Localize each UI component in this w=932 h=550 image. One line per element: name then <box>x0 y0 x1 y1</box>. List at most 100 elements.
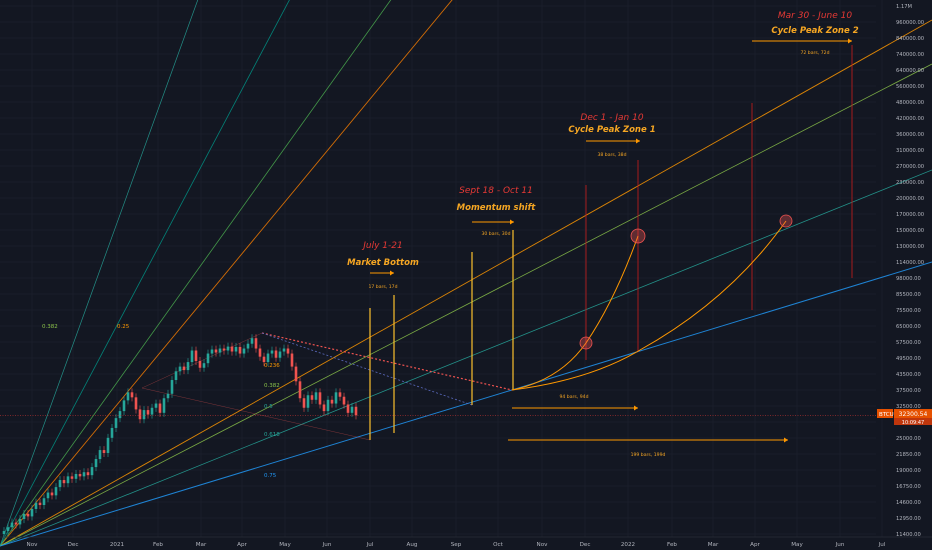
price-tick-label: 130000.00 <box>896 244 924 250</box>
time-tick-label: Aug <box>407 542 418 548</box>
price-tick-label: 11400.00 <box>896 532 921 538</box>
candle-body <box>294 366 298 382</box>
price-tick-label: 14600.00 <box>896 500 921 506</box>
price-tick-label: 19000.00 <box>896 468 921 474</box>
time-tick-label: Apr <box>750 542 760 548</box>
candle-body <box>306 395 310 408</box>
price-tick-label: 16750.00 <box>896 484 921 490</box>
range-arrow-momentum-head <box>510 219 514 225</box>
candle-body <box>326 399 330 412</box>
annotation-date: Mar 30 - June 10 <box>778 11 852 21</box>
candle-body <box>290 353 294 367</box>
wedge-lower-line <box>141 387 371 441</box>
time-tick-label: Dec <box>580 542 591 548</box>
candle-body <box>6 527 10 532</box>
fib-label: 0.5 <box>264 404 273 410</box>
candle-body <box>142 410 146 420</box>
price-tick-label: 114000.00 <box>896 260 924 266</box>
candle-body <box>34 502 38 509</box>
annotation-title: Cycle Peak Zone 2 <box>771 26 858 36</box>
candle-body <box>266 353 270 363</box>
candle-body <box>58 480 62 488</box>
symbol-label: BTCUSD <box>879 412 901 418</box>
candle-body <box>222 348 226 351</box>
time-axis[interactable]: Nov Dec 2021 Feb Mar Apr May Jun Jul Aug Sep Oct Nov… <box>0 536 932 548</box>
last-price-tag: BTCUSD 32300.54 10:09:47 <box>877 409 932 426</box>
target-circle <box>779 214 793 228</box>
candle-body <box>138 409 142 420</box>
price-tick-label: 480000.00 <box>896 100 924 106</box>
time-tick-label: Oct <box>493 542 503 548</box>
candle-body <box>54 487 58 496</box>
candle-body <box>230 346 234 352</box>
annotation-date: Sept 18 - Oct 11 <box>459 186 533 196</box>
fib-label: 0.236 <box>264 363 280 369</box>
time-tick-label: Feb <box>153 542 163 548</box>
candle-body <box>158 403 162 413</box>
candle-body <box>198 360 202 368</box>
symbol-badge <box>877 409 893 418</box>
fan-line-outer-3 <box>0 0 199 547</box>
price-tick-label: 21850.00 <box>896 452 921 458</box>
candle-body <box>38 502 42 506</box>
time-tick-label: Jul <box>366 542 374 548</box>
candle-body <box>146 410 150 415</box>
candle-body <box>70 476 74 479</box>
annotation-title: Momentum shift <box>457 203 537 213</box>
candle-body <box>242 348 246 354</box>
fan-line-0-75 <box>0 261 932 547</box>
candle-body <box>250 338 254 344</box>
annotation-range: 72 bars, 72d <box>800 50 829 56</box>
price-tick-label: 360000.00 <box>896 132 924 138</box>
price-tick-label: 43500.00 <box>896 372 921 378</box>
fib-label: 0.25 <box>117 324 130 330</box>
candle-body <box>330 399 334 404</box>
candle-body <box>154 403 158 408</box>
fan-line-0-5 <box>0 169 932 547</box>
price-tick-label: 200000.00 <box>896 196 924 202</box>
candle-body <box>182 366 186 371</box>
annotation-range: 38 bars, 38d <box>597 152 626 158</box>
fan-line-0 <box>0 0 453 547</box>
wedge-upper-line <box>141 332 263 389</box>
candles <box>0 334 876 539</box>
candle-body <box>130 392 134 398</box>
candle-body <box>118 411 122 419</box>
candle-body <box>46 492 50 499</box>
candle-body <box>74 473 78 479</box>
candle-body <box>10 522 14 528</box>
candle-body <box>78 473 82 477</box>
fan-line-0-382 <box>0 63 932 547</box>
fib-label: 0.382 <box>264 383 280 389</box>
downtrend-dotted-red <box>261 332 513 391</box>
price-axis[interactable]: 1.17M 960000.00 840000.00 740000.00 640000.0… <box>896 4 924 538</box>
candle-body <box>258 348 262 357</box>
candle-body <box>218 348 222 353</box>
candle-body <box>14 522 18 525</box>
candle-body <box>234 346 238 352</box>
price-tick-label: 65000.00 <box>896 324 921 330</box>
candle-body <box>354 406 358 416</box>
annotations: July 1-21 Market Bottom 17 bars, 17d Sept 1… <box>347 11 859 458</box>
fan-line-outer-1 <box>0 0 392 547</box>
range-arrow-bottom-head <box>390 270 394 276</box>
candle-body <box>202 363 206 368</box>
candle-body <box>270 350 274 354</box>
price-tick-label: 32500.00 <box>896 404 921 410</box>
candle-body <box>50 492 54 496</box>
time-tick-label: Sep <box>451 542 462 548</box>
fib-label: 0.618 <box>264 432 280 438</box>
price-tick-label: 960000.00 <box>896 20 924 26</box>
countdown-badge <box>894 418 932 425</box>
time-tick-label: Dec <box>68 542 79 548</box>
candle-body <box>282 348 286 352</box>
fan-line-outer-2 <box>0 0 290 547</box>
candle-body <box>278 351 282 358</box>
candle-body <box>134 397 138 410</box>
fib-label: 0.75 <box>264 473 277 479</box>
measure-label-94: 94 bars, 94d <box>559 394 588 400</box>
price-tick-label: 85500.00 <box>896 292 921 298</box>
candle-body <box>314 392 318 400</box>
